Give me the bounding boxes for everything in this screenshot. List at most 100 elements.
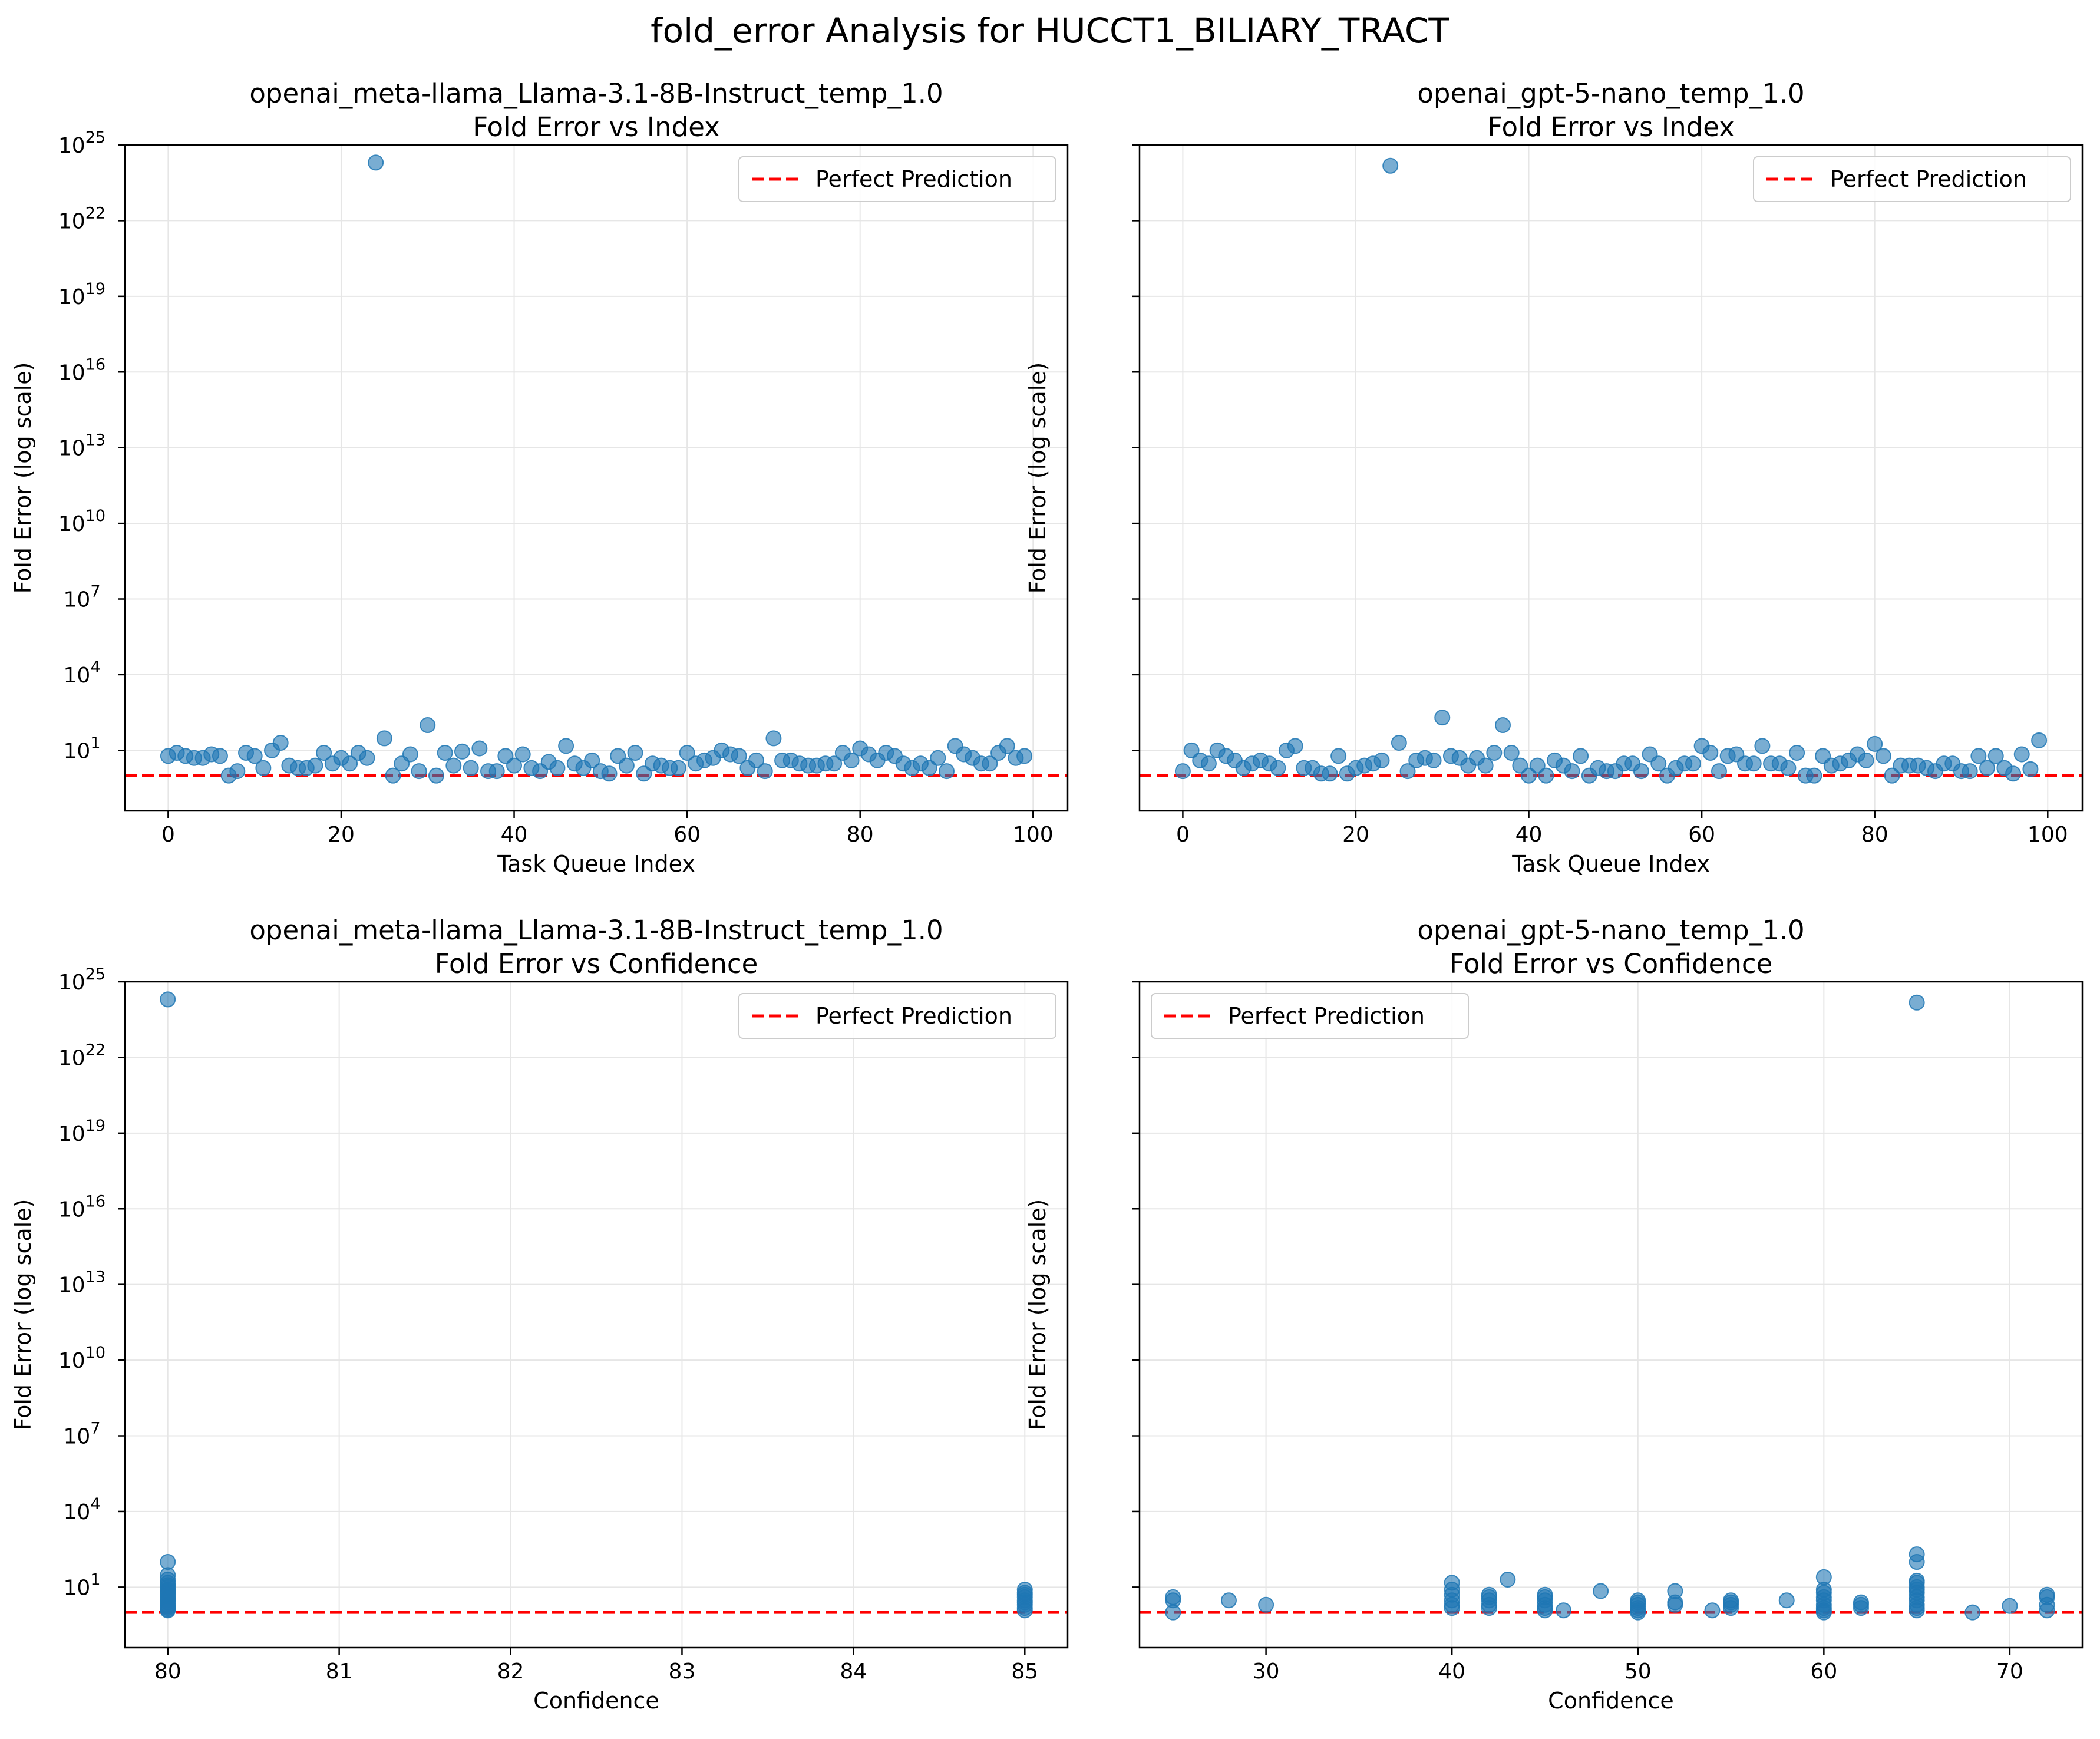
- x-tick-label: 0: [1176, 823, 1190, 847]
- x-tick-label: 100: [1013, 823, 1054, 847]
- subplot-title: openai_meta-llama_Llama-3.1-8B-Instruct_…: [249, 78, 943, 109]
- legend-label: Perfect Prediction: [815, 166, 1012, 192]
- data-point: [601, 765, 618, 782]
- x-tick-label: 0: [161, 823, 175, 847]
- data-point: [488, 763, 505, 780]
- data-point: [402, 746, 418, 763]
- x-tick-label: 82: [497, 1659, 524, 1684]
- data-point: [826, 755, 843, 772]
- data-point: [1287, 738, 1303, 754]
- data-point: [1503, 745, 1520, 761]
- data-point: [1704, 1602, 1721, 1619]
- y-tick-label: 1013: [58, 431, 105, 461]
- data-point: [1650, 755, 1667, 772]
- data-point: [1258, 1596, 1274, 1613]
- data-point: [999, 738, 1015, 754]
- subplot-4: 30 40 50 60 70openai_gpt-5-nano_temp_1.0Fold…: [1025, 915, 2084, 1714]
- y-tick-label: 101: [64, 734, 101, 763]
- data-point: [428, 767, 444, 784]
- legend: Perfect Prediction: [1753, 156, 2071, 202]
- data-point: [514, 746, 531, 763]
- data-point: [1778, 1592, 1795, 1609]
- data-point: [212, 748, 228, 764]
- legend: Perfect Prediction: [1151, 993, 1469, 1039]
- y-tick-label: 107: [64, 1420, 101, 1449]
- data-point: [1979, 760, 1996, 776]
- data-point: [437, 745, 453, 761]
- data-point: [1593, 1583, 1609, 1599]
- data-point: [2005, 765, 2022, 782]
- data-point: [921, 760, 937, 776]
- subplot-subtitle: Fold Error vs Index: [473, 111, 719, 143]
- data-point: [1745, 755, 1762, 772]
- data-point: [558, 738, 574, 754]
- data-point: [1970, 748, 1987, 764]
- x-tick-label: 30: [1253, 1659, 1280, 1684]
- y-tick-label: 1016: [58, 355, 105, 385]
- data-point: [1685, 755, 1701, 772]
- data-point: [1633, 763, 1649, 780]
- subplot-title: openai_meta-llama_Llama-3.1-8B-Instruct_…: [249, 915, 943, 946]
- data-point: [1858, 752, 1874, 768]
- x-tick-label: 70: [1996, 1659, 2023, 1684]
- data-point: [1477, 757, 1494, 774]
- data-point: [1220, 1592, 1237, 1609]
- data-point: [1630, 1604, 1646, 1621]
- y-tick-label: 1025: [58, 128, 105, 158]
- data-point: [342, 755, 358, 772]
- data-point: [1495, 717, 1511, 734]
- data-point: [1867, 735, 1883, 752]
- data-point: [272, 734, 289, 751]
- axes-frame: [124, 144, 1069, 812]
- data-point: [307, 757, 323, 774]
- data-point: [1723, 1600, 1739, 1616]
- data-point: [1573, 748, 1589, 764]
- data-point: [1875, 748, 1891, 764]
- data-point: [930, 750, 946, 766]
- x-tick-label: 100: [2028, 823, 2068, 847]
- data-point: [368, 154, 384, 171]
- subplot-subtitle: Fold Error vs Confidence: [1449, 948, 1773, 979]
- data-point: [359, 750, 375, 766]
- subplot-subtitle: Fold Error vs Confidence: [435, 948, 758, 979]
- y-tick-label: 1019: [58, 280, 105, 309]
- data-point: [1884, 767, 1900, 784]
- data-point: [2022, 761, 2039, 777]
- data-point: [1016, 1602, 1033, 1619]
- data-point: [1322, 765, 1338, 782]
- subplot-subtitle: Fold Error vs Index: [1487, 111, 1734, 143]
- data-point: [1200, 755, 1217, 772]
- data-point: [627, 745, 643, 761]
- data-point: [1382, 157, 1399, 174]
- x-tick-label: 83: [669, 1659, 696, 1684]
- data-point: [757, 763, 773, 780]
- subplot-title: openai_gpt-5-nano_temp_1.0: [1417, 915, 1804, 946]
- data-point: [748, 752, 765, 768]
- y-tick-label: 1016: [58, 1192, 105, 1222]
- data-point: [411, 763, 427, 780]
- data-point: [549, 760, 566, 776]
- legend-box: [1753, 156, 2071, 202]
- data-point: [1521, 767, 1537, 784]
- y-tick-label: 107: [64, 583, 101, 612]
- figure-suptitle: fold_error Analysis for HUCCT1_BILIARY_T…: [651, 11, 1449, 51]
- x-tick-label: 60: [1688, 823, 1715, 847]
- legend-label: Perfect Prediction: [815, 1003, 1012, 1029]
- data-point: [506, 757, 523, 774]
- data-point: [1909, 1602, 1925, 1619]
- data-point: [679, 745, 695, 761]
- data-point: [1909, 994, 1925, 1011]
- data-point: [1270, 760, 1286, 776]
- data-point: [982, 755, 998, 772]
- data-point: [2039, 1602, 2055, 1619]
- subplot-title: openai_gpt-5-nano_temp_1.0: [1417, 78, 1804, 109]
- y-tick-label: 101: [64, 1570, 101, 1600]
- x-tick-label: 40: [1515, 823, 1543, 847]
- data-point: [1373, 752, 1390, 768]
- y-tick-label: 1022: [58, 204, 105, 233]
- x-tick-label: 80: [847, 823, 874, 847]
- data-point: [1667, 1596, 1683, 1613]
- data-point: [246, 748, 263, 764]
- data-point: [1399, 763, 1416, 780]
